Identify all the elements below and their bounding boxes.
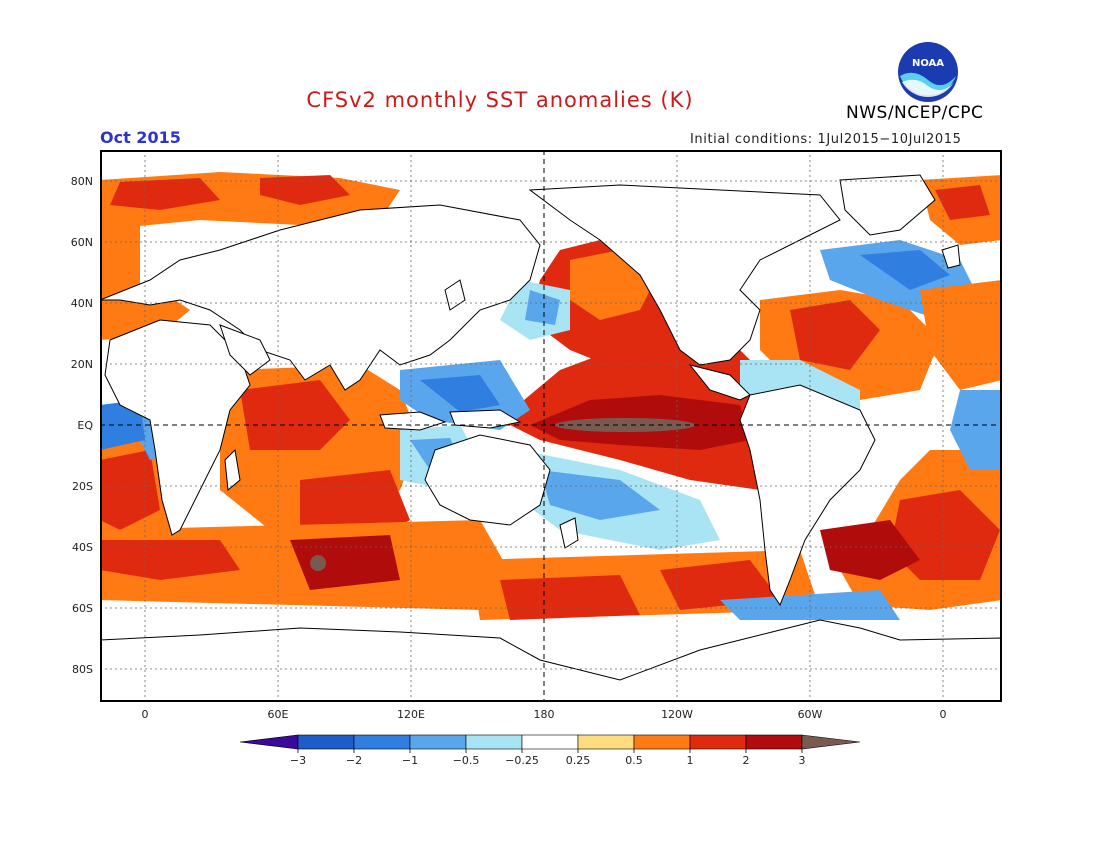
colorbar-swatch <box>409 734 467 750</box>
logo-text: NOAA <box>912 58 944 69</box>
lon-label: 180 <box>534 708 555 721</box>
colorbar-label: 2 <box>743 754 750 767</box>
agency-label: NWS/NCEP/CPC <box>846 103 984 123</box>
colorbar-swatch <box>745 734 803 750</box>
equator-dateline <box>100 150 1002 702</box>
colorbar-labels: −3 −2 −1 −0.5 −0.25 0.25 0.5 1 2 3 <box>290 749 806 767</box>
lat-label: 40S <box>72 541 93 554</box>
colorbar-label: 0.5 <box>625 754 643 767</box>
lat-label: EQ <box>77 419 93 432</box>
lat-label: 40N <box>71 297 93 310</box>
lon-label: 60W <box>798 708 823 721</box>
lat-label: 60S <box>72 602 93 615</box>
map-frame <box>100 150 1002 702</box>
colorbar-label: −0.25 <box>505 754 539 767</box>
map-title: CFSv2 monthly SST anomalies (K) <box>306 88 694 112</box>
lat-label: 20S <box>72 480 93 493</box>
noaa-logo: NOAA <box>898 42 958 102</box>
lon-label: 60E <box>268 708 289 721</box>
colorbar-label: −3 <box>290 754 306 767</box>
colorbar-label: 1 <box>687 754 694 767</box>
coastlines <box>100 174 1002 702</box>
colorbar-swatches <box>239 734 861 750</box>
longitude-labels: 0 60E 120E 180 120W 60W 0 <box>142 708 947 721</box>
lat-label: 80N <box>71 175 93 188</box>
colorbar-label: 3 <box>799 754 806 767</box>
latitude-labels: 80N 60N 40N 20N EQ 20S 40S 60S 80S <box>71 175 94 676</box>
colorbar: −3 −2 −1 −0.5 −0.25 0.25 0.5 1 2 3 <box>239 734 861 767</box>
colorbar-swatch-max <box>801 734 861 750</box>
colorbar-swatch <box>633 734 691 750</box>
colorbar-label: 0.25 <box>566 754 591 767</box>
lon-label: 120E <box>397 708 425 721</box>
colorbar-label: −0.5 <box>453 754 480 767</box>
lon-label: 0 <box>940 708 947 721</box>
colorbar-swatch-min <box>239 734 299 750</box>
forecast-month: Oct 2015 <box>100 128 181 147</box>
graticule <box>100 150 1002 702</box>
colorbar-swatch <box>297 734 355 750</box>
sst-map <box>100 150 1002 702</box>
lon-label: 0 <box>142 708 149 721</box>
colorbar-swatch <box>521 734 579 750</box>
colorbar-label: −1 <box>402 754 418 767</box>
initial-conditions: Initial conditions: 1Jul2015−10Jul2015 <box>690 132 962 147</box>
lat-label: 60N <box>71 236 93 249</box>
colorbar-swatch <box>689 734 747 750</box>
lat-label: 20N <box>71 358 93 371</box>
lat-label: 80S <box>72 663 93 676</box>
lon-label: 120W <box>661 708 693 721</box>
colorbar-swatch <box>577 734 635 750</box>
colorbar-swatch <box>353 734 411 750</box>
colorbar-label: −2 <box>346 754 362 767</box>
colorbar-swatch <box>465 734 523 750</box>
